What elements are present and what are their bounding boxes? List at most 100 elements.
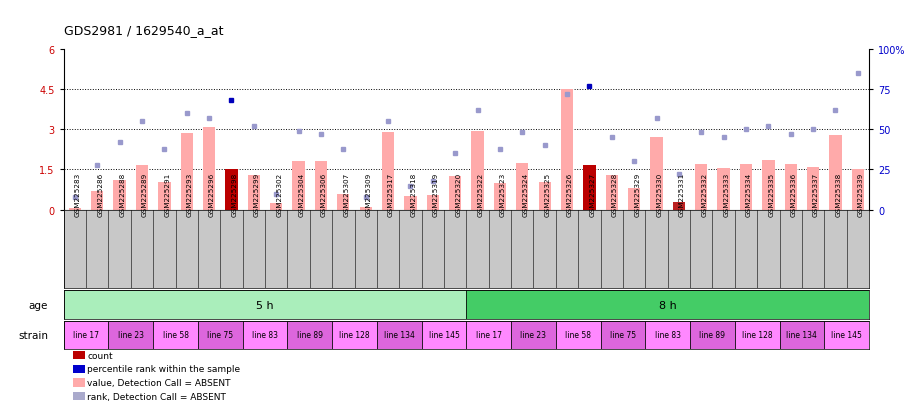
Text: GSM225293: GSM225293 — [187, 172, 193, 216]
Text: count: count — [87, 351, 113, 360]
Bar — [807, 167, 819, 210]
Text: strain: strain — [18, 330, 48, 340]
Bar — [494, 183, 506, 210]
Bar — [511, 321, 556, 349]
Text: line 145: line 145 — [429, 330, 460, 339]
Bar — [539, 182, 551, 210]
Bar — [449, 177, 461, 210]
Text: age: age — [29, 300, 48, 310]
Text: GSM225328: GSM225328 — [612, 172, 618, 216]
Bar — [108, 321, 153, 349]
Bar — [556, 321, 601, 349]
Text: GSM225283: GSM225283 — [75, 172, 81, 216]
Bar — [180, 134, 193, 210]
Text: line 75: line 75 — [207, 330, 233, 339]
Text: GSM225337: GSM225337 — [814, 172, 819, 216]
Bar — [114, 181, 126, 210]
Bar — [466, 291, 869, 319]
Bar — [421, 321, 467, 349]
Bar — [338, 194, 349, 210]
Text: GSM225331: GSM225331 — [679, 172, 685, 216]
Text: GSM225322: GSM225322 — [478, 172, 483, 216]
Bar — [516, 164, 529, 210]
Bar — [153, 321, 198, 349]
Bar — [248, 176, 260, 210]
Bar — [382, 133, 394, 210]
Bar — [651, 138, 662, 210]
Bar — [672, 202, 685, 210]
Bar — [64, 291, 466, 319]
Text: line 17: line 17 — [476, 330, 501, 339]
Bar — [404, 197, 417, 210]
Bar — [315, 162, 327, 210]
Text: GSM225330: GSM225330 — [656, 172, 662, 216]
Text: GSM225336: GSM225336 — [791, 172, 797, 216]
Text: line 58: line 58 — [565, 330, 592, 339]
Text: GSM225318: GSM225318 — [410, 172, 417, 216]
Text: GSM225286: GSM225286 — [97, 172, 103, 216]
Bar — [734, 321, 780, 349]
Bar — [427, 195, 439, 210]
Text: GSM225339: GSM225339 — [858, 172, 864, 216]
Text: GSM225335: GSM225335 — [768, 172, 774, 216]
Text: line 134: line 134 — [786, 330, 817, 339]
Text: GSM225334: GSM225334 — [746, 172, 752, 216]
Bar — [158, 182, 170, 210]
Text: line 58: line 58 — [163, 330, 188, 339]
Bar — [91, 192, 104, 210]
Bar — [466, 321, 511, 349]
Bar — [243, 321, 288, 349]
Text: line 83: line 83 — [654, 330, 681, 339]
Text: line 23: line 23 — [117, 330, 144, 339]
Text: GSM225299: GSM225299 — [254, 172, 260, 216]
Bar — [763, 161, 774, 210]
Bar — [64, 321, 108, 349]
Text: 5 h: 5 h — [257, 300, 274, 310]
Bar — [226, 170, 238, 210]
Text: line 23: line 23 — [521, 330, 547, 339]
Text: value, Detection Call = ABSENT: value, Detection Call = ABSENT — [87, 378, 231, 387]
Text: GSM225317: GSM225317 — [388, 172, 394, 216]
Bar — [377, 321, 421, 349]
Bar — [601, 321, 645, 349]
Text: GSM225323: GSM225323 — [500, 172, 506, 216]
Text: GSM225320: GSM225320 — [455, 172, 461, 216]
Bar — [136, 166, 148, 210]
Text: GSM225326: GSM225326 — [567, 172, 573, 216]
Bar — [583, 166, 595, 210]
Text: line 89: line 89 — [700, 330, 725, 339]
Bar — [829, 135, 842, 210]
Bar — [288, 321, 332, 349]
Bar — [784, 165, 797, 210]
Text: line 145: line 145 — [831, 330, 862, 339]
Text: line 89: line 89 — [297, 330, 323, 339]
Text: line 75: line 75 — [610, 330, 636, 339]
Text: GSM225289: GSM225289 — [142, 172, 148, 216]
Text: GSM225333: GSM225333 — [723, 172, 730, 216]
Bar — [717, 169, 730, 210]
Text: percentile rank within the sample: percentile rank within the sample — [87, 364, 240, 373]
Text: line 134: line 134 — [384, 330, 415, 339]
Bar — [359, 207, 372, 210]
Bar — [628, 189, 641, 210]
Text: GSM225307: GSM225307 — [343, 172, 349, 216]
Text: GSM225329: GSM225329 — [634, 172, 640, 216]
Text: GSM225291: GSM225291 — [165, 172, 170, 216]
Text: GSM225332: GSM225332 — [702, 172, 707, 216]
Text: line 128: line 128 — [742, 330, 773, 339]
Bar — [695, 165, 707, 210]
Text: GSM225327: GSM225327 — [590, 172, 595, 216]
Bar — [270, 204, 282, 210]
Text: GDS2981 / 1629540_a_at: GDS2981 / 1629540_a_at — [64, 24, 223, 37]
Text: line 83: line 83 — [252, 330, 278, 339]
Bar — [740, 165, 753, 210]
Text: GSM225302: GSM225302 — [277, 172, 282, 216]
Text: line 128: line 128 — [339, 330, 369, 339]
Text: GSM225288: GSM225288 — [119, 172, 126, 216]
Text: line 17: line 17 — [73, 330, 99, 339]
Text: GSM225296: GSM225296 — [209, 172, 215, 216]
Bar — [198, 321, 243, 349]
Bar — [292, 162, 305, 210]
Text: 8 h: 8 h — [659, 300, 677, 310]
Text: GSM225298: GSM225298 — [231, 172, 238, 216]
